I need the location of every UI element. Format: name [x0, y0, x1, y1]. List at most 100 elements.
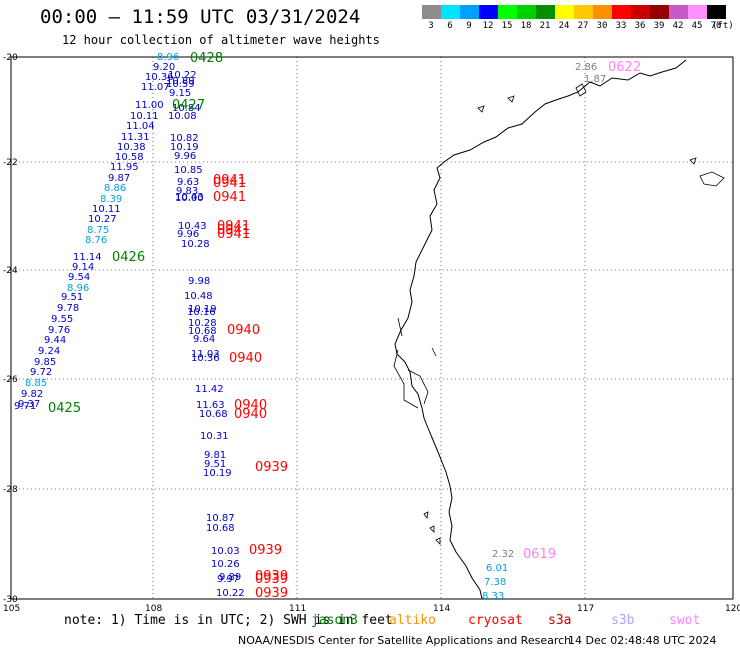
wave-height-label: 10.43: [175, 192, 204, 203]
wave-height-label: 10.59: [166, 79, 195, 90]
wave-height-label: 9.96: [174, 151, 196, 162]
legend-label: 42: [672, 21, 684, 31]
wave-height-label: 9.98: [188, 276, 210, 287]
legend-label: 45: [691, 21, 703, 31]
map-frame: [10, 56, 734, 600]
satellite-label: cryosat: [468, 613, 523, 628]
wave-height-label: 9.87: [108, 173, 130, 184]
pass-time-label: 0941: [213, 190, 246, 205]
wave-height-label: 10.27: [88, 214, 117, 225]
wave-height-label: 10.11: [130, 111, 159, 122]
footer-credit: NOAA/NESDIS Center for Satellite Applica…: [238, 634, 572, 647]
wave-height-label: 10.08: [168, 111, 197, 122]
satellite-label: jason3: [311, 613, 358, 628]
legend-label: 39: [653, 21, 665, 31]
wave-height-label: 8.85: [25, 378, 47, 389]
pass-time-label: 0939: [255, 569, 288, 584]
legend-label: 30: [596, 21, 608, 31]
lat-tick-label: -30: [3, 595, 18, 605]
legend-label: 24: [558, 21, 570, 31]
legend-label: 27: [577, 21, 589, 31]
wave-height-label: 10.58: [115, 152, 144, 163]
wave-height-label: 9.64: [193, 334, 215, 345]
lat-tick-label: -28: [3, 485, 18, 495]
wave-height-label: 10.03: [211, 546, 240, 557]
wave-height-label: 9.63: [177, 177, 199, 188]
lat-tick-label: -24: [3, 266, 18, 276]
wave-height-label: 10.28: [181, 239, 210, 250]
wave-height-label: 8.39: [100, 194, 122, 205]
wave-height-label: 9.54: [68, 272, 90, 283]
wave-height-label: 10.28: [188, 318, 217, 329]
wave-height-label: 9.78: [57, 303, 79, 314]
wave-height-label: 8.96: [157, 52, 179, 63]
lon-tick-label: 114: [433, 604, 450, 612]
wave-height-label: 10.36: [191, 353, 220, 364]
legend-label: 12: [482, 21, 494, 31]
wave-height-label: 10.22: [216, 588, 245, 599]
satellite-label: s3b: [611, 613, 635, 628]
wave-height-label: 11.03: [191, 349, 220, 360]
wave-height-label: 10.82: [170, 133, 199, 144]
satellite-label: s3a: [548, 613, 572, 628]
wave-height-label: 9.24: [38, 346, 60, 357]
wave-height-label: 10.68: [199, 409, 228, 420]
lon-tick-label: 120: [725, 604, 740, 612]
page-title: 00:00 – 11:59 UTC 03/31/2024: [40, 6, 361, 28]
wave-height-label: 10.19: [170, 142, 199, 153]
pass-time-label: 0940: [229, 351, 262, 366]
wave-height-label: 9.83: [176, 186, 198, 197]
legend-swatch: [479, 5, 498, 19]
wave-height-label: 11.00: [135, 100, 164, 111]
wave-height-label: 10.26: [211, 559, 240, 570]
wave-height-label: 8.33: [482, 591, 504, 602]
wave-height-label: 10.43: [178, 221, 207, 232]
wave-height-label: 10.38: [117, 142, 146, 153]
wave-height-label: 9.81: [204, 450, 226, 461]
pass-time-label: 0939: [255, 586, 288, 601]
pass-time-label: 0939: [255, 572, 288, 587]
wave-height-label: 9.37: [18, 399, 40, 410]
wave-height-label: 9.20: [153, 62, 175, 73]
wave-height-label: 10.36: [145, 72, 174, 83]
pass-time-label: 0622: [608, 60, 641, 75]
wave-height-label: 8.75: [87, 225, 109, 236]
wave-height-label: 10.89: [166, 76, 195, 87]
wave-height-label: 10.68: [188, 326, 217, 337]
wave-height-label: 9.51: [204, 459, 226, 470]
wave-height-label: 10.16: [187, 307, 216, 318]
wave-height-label: 10.84: [172, 103, 201, 114]
wave-height-label: 8.86: [104, 183, 126, 194]
wave-height-label: 9.85: [34, 357, 56, 368]
wave-height-label: 11.95: [110, 162, 139, 173]
pass-time-label: 0941: [213, 176, 246, 191]
wave-height-label: 10.87: [206, 513, 235, 524]
wave-height-label: 9.82: [21, 389, 43, 400]
wave-height-label: 9.51: [61, 292, 83, 303]
wave-height-label: 6.01: [486, 563, 508, 574]
pass-time-label: 0428: [190, 51, 223, 66]
coastline: [393, 59, 725, 600]
wave-height-label: 9.89: [219, 572, 241, 583]
legend-swatch: [517, 5, 536, 19]
wave-height-label: 1.87: [584, 74, 606, 85]
wave-height-label: 11.04: [126, 121, 155, 132]
page-subtitle: 12 hour collection of altimeter wave hei…: [62, 33, 380, 47]
lon-tick-label: 111: [289, 604, 306, 612]
wave-height-label: 10.85: [174, 165, 203, 176]
satellite-label: altiko: [389, 613, 436, 628]
lat-tick-label: -22: [3, 158, 18, 168]
legend-swatch: [688, 5, 707, 19]
satellite-label: swot: [669, 613, 701, 628]
wave-height-label: 10.11: [92, 204, 121, 215]
wave-height-label: 9.97: [217, 574, 239, 585]
pass-time-label: 0426: [112, 250, 145, 265]
wave-height-label: 11.31: [121, 132, 150, 143]
wave-height-label: 9.14: [72, 262, 94, 273]
wave-height-label: 10.48: [184, 291, 213, 302]
lon-tick-label: 105: [3, 604, 20, 612]
legend-label: 15: [501, 21, 513, 31]
note-text: note: 1) Time is in UTC; 2) SWH is in fe…: [64, 613, 393, 628]
legend-swatch: [498, 5, 517, 19]
